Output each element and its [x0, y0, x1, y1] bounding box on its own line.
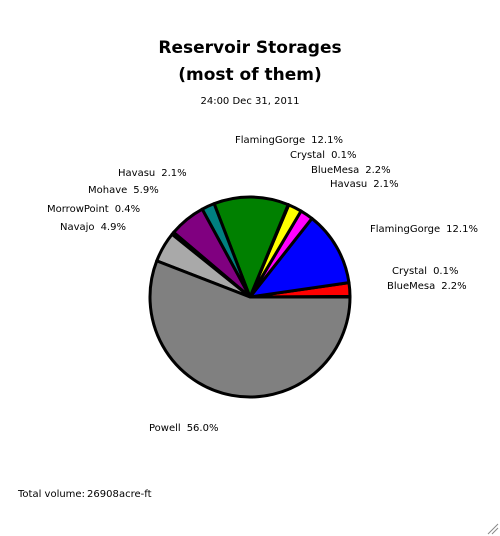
slice-label: Havasu 2.1% — [330, 179, 399, 190]
slice-label: FlamingGorge 12.1% — [370, 224, 478, 235]
chart-title: Reservoir Storages — [158, 38, 341, 58]
slice-name: BlueMesa — [387, 281, 435, 292]
slice-name: Crystal — [290, 150, 325, 161]
slice-label: BlueMesa 2.2% — [311, 165, 391, 176]
slice-value: 12.1% — [446, 224, 478, 235]
slice-name: Crystal — [392, 266, 427, 277]
slice-label: Havasu 2.1% — [118, 168, 187, 179]
slice-value: 2.2% — [441, 281, 466, 292]
slice-label: BlueMesa 2.2% — [387, 281, 467, 292]
slice-value: 56.0% — [187, 423, 219, 434]
slice-label: Navajo 4.9% — [60, 222, 126, 233]
slice-label: Powell 56.0% — [149, 423, 218, 434]
slice-name: Navajo — [60, 222, 95, 233]
slice-name: FlamingGorge — [235, 135, 305, 146]
slice-value: 0.1% — [331, 150, 356, 161]
chart-subtitle: (most of them) — [178, 65, 322, 85]
grip-line — [487, 523, 499, 535]
resize-grip[interactable] — [487, 523, 499, 535]
slice-label: MorrowPoint 0.4% — [47, 204, 140, 215]
pie-slice — [148, 259, 352, 399]
slice-label: Mohave 5.9% — [88, 185, 159, 196]
slice-name: Havasu — [118, 168, 155, 179]
slice-name: MorrowPoint — [47, 204, 109, 215]
date: 24:00 Dec 31, 2011 — [200, 96, 299, 107]
slice-name: Havasu — [330, 179, 367, 190]
slice-value: 2.2% — [365, 165, 390, 176]
slice-value: 12.1% — [311, 135, 343, 146]
slice-label: Crystal 0.1% — [290, 150, 356, 161]
total-volume: 26908 — [87, 489, 119, 500]
slice-value: 4.9% — [101, 222, 126, 233]
slice-label: FlamingGorge 12.1% — [235, 135, 343, 146]
slice-value: 2.1% — [161, 168, 186, 179]
total-unit: acre-ft — [119, 489, 152, 500]
total-label: Total volume: — [17, 489, 85, 500]
slice-value: 5.9% — [133, 185, 158, 196]
grip-line — [491, 527, 499, 535]
slice-value: 2.1% — [373, 179, 398, 190]
slice-name: FlamingGorge — [370, 224, 440, 235]
pie-slice — [212, 195, 290, 299]
slice-value: 0.1% — [433, 266, 458, 277]
slice-name: Mohave — [88, 185, 127, 196]
slice-value: 0.4% — [115, 204, 140, 215]
slice-name: BlueMesa — [311, 165, 359, 176]
slice-name: Powell — [149, 423, 181, 434]
slice-label: Crystal 0.1% — [392, 266, 458, 277]
pie-slice — [248, 216, 351, 299]
